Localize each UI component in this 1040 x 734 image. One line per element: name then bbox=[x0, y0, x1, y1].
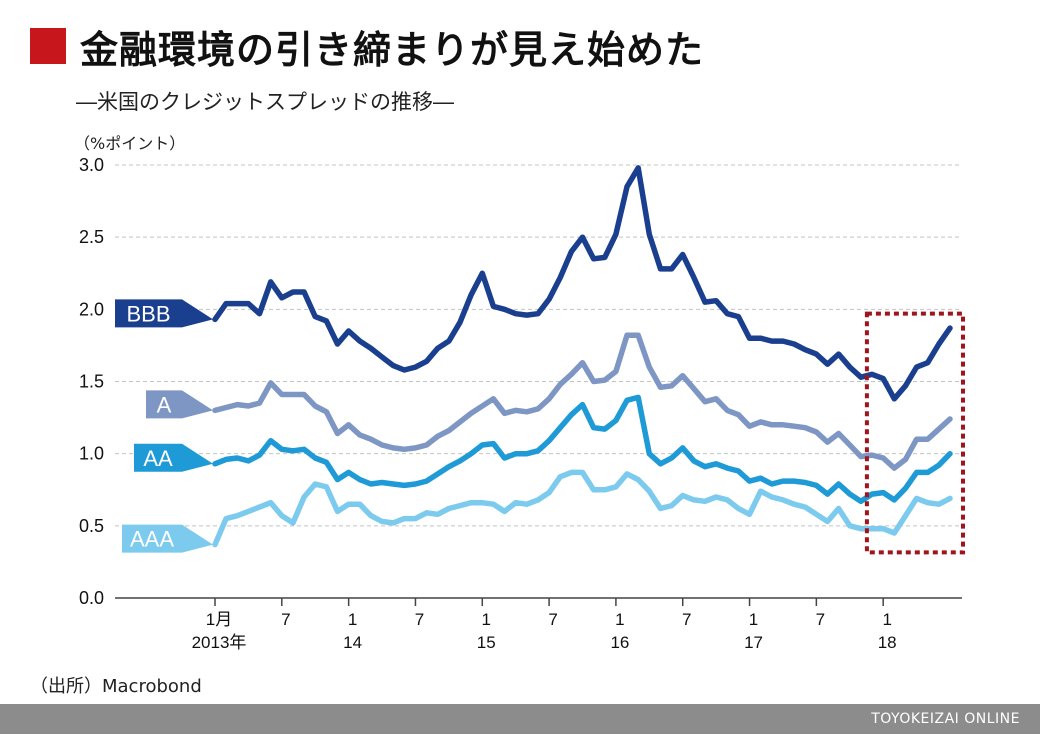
x-tick-label: 7 bbox=[548, 610, 557, 629]
series-label-text-a: A bbox=[157, 392, 172, 417]
series-label-text-aa: AA bbox=[143, 446, 173, 471]
y-tick-label: 1.0 bbox=[79, 444, 104, 464]
y-tick-label: 3.0 bbox=[79, 155, 104, 175]
x-tick-label: 7 bbox=[415, 610, 424, 629]
y-tick-label: 1.5 bbox=[79, 372, 104, 392]
highlight-box bbox=[864, 311, 966, 555]
series-label-aa bbox=[134, 443, 213, 472]
title-block: 金融環境の引き締まりが見え始めた bbox=[30, 20, 704, 72]
y-tick-label: 0.5 bbox=[79, 516, 104, 536]
y-tick-label: 2.5 bbox=[79, 227, 104, 247]
series-line-bbb bbox=[212, 165, 953, 402]
x-tick-label: 7 bbox=[816, 610, 825, 629]
chart-subtitle: ―米国のクレジットスプレッドの推移― bbox=[76, 90, 454, 114]
y-axis-unit: （%ポイント） bbox=[74, 134, 186, 153]
x-tick-year-label: 14 bbox=[343, 633, 362, 652]
series-line-aaa bbox=[212, 469, 953, 548]
page-title: 金融環境の引き締まりが見え始めた bbox=[80, 27, 705, 72]
brand-label: TOYOKEIZAI ONLINE bbox=[871, 711, 1020, 727]
footer-bar: TOYOKEIZAI ONLINE bbox=[0, 704, 1040, 734]
series-label-a bbox=[146, 390, 213, 419]
series-label-text-aaa: AAA bbox=[130, 527, 174, 552]
series-line-a bbox=[212, 332, 953, 471]
title-marker bbox=[30, 28, 66, 64]
x-tick-label: 1月 bbox=[206, 610, 232, 629]
x-tick-label: 1 bbox=[749, 610, 758, 629]
x-tick-label: 1 bbox=[615, 610, 624, 629]
x-tick-year-label: 17 bbox=[744, 633, 763, 652]
x-tick-label: 7 bbox=[682, 610, 691, 629]
x-tick-label: 1 bbox=[882, 610, 891, 629]
x-tick-year-label: 18 bbox=[878, 633, 897, 652]
x-tick-label: 1 bbox=[348, 610, 357, 629]
x-tick-label: 7 bbox=[281, 610, 290, 629]
x-tick-year-label: 15 bbox=[477, 633, 496, 652]
x-tick-year-label: 2013年 bbox=[192, 633, 247, 652]
y-tick-label: 2.0 bbox=[79, 299, 104, 319]
series-line-aa bbox=[212, 394, 953, 505]
y-tick-label: 0.0 bbox=[79, 588, 104, 608]
source-note: （出所）Macrobond bbox=[30, 676, 202, 697]
x-tick-label: 1 bbox=[482, 610, 491, 629]
series-label-bbb bbox=[115, 299, 213, 328]
series-label-text-bbb: BBB bbox=[126, 301, 170, 326]
x-tick-year-label: 16 bbox=[610, 633, 629, 652]
series-label-aaa bbox=[122, 524, 213, 553]
